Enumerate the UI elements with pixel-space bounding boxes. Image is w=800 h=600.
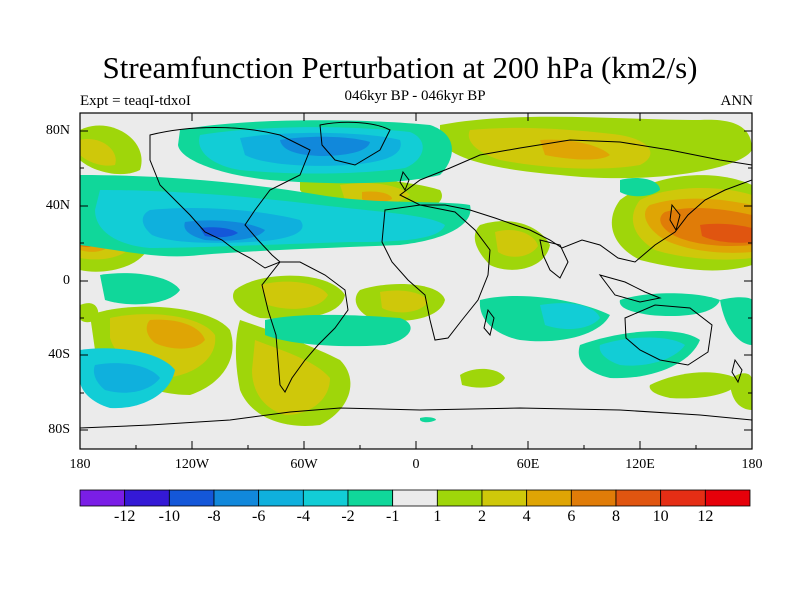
colorbar-label: 12: [697, 508, 714, 525]
colorbar-label: -4: [296, 508, 310, 525]
colorbar-label: 6: [567, 508, 576, 525]
colorbar-label: -10: [158, 508, 180, 525]
colorbar-swatch: [704, 489, 751, 507]
colorbar-swatch: [570, 489, 617, 507]
colorbar-label: 10: [652, 508, 669, 525]
lat-label-0: 0: [63, 273, 70, 288]
colorbar-swatch: [526, 489, 572, 507]
plot-title: Streamfunction Perturbation at 200 hPa (…: [102, 50, 698, 85]
lat-label-40s: 40S: [48, 347, 70, 362]
lon-label-120w: 120W: [174, 457, 210, 472]
colorbar-swatch: [79, 489, 126, 507]
lat-label-40n: 40N: [45, 198, 70, 213]
colorbar-swatch: [168, 489, 215, 507]
colorbar-swatch: [481, 489, 528, 507]
colorbar-swatch: [392, 489, 438, 507]
colorbar-label: -12: [113, 508, 136, 525]
season-label: ANN: [720, 93, 754, 109]
colorbar-label: -6: [251, 508, 266, 525]
lat-label-80n: 80N: [45, 123, 70, 138]
lon-label-60w: 60W: [290, 457, 318, 472]
colorbar-label: -2: [341, 508, 355, 525]
time-period-label: 046kyr BP - 046kyr BP: [344, 88, 486, 104]
colorbar-swatch: [258, 489, 304, 507]
coastlines: [80, 121, 752, 429]
colorbar-swatch: [615, 489, 662, 507]
lat-ticks: [80, 130, 752, 431]
colorbar-label: -1: [385, 508, 400, 525]
colorbar-swatch: [124, 489, 170, 507]
colorbar-swatch: [347, 489, 394, 507]
colorbar-swatch: [302, 489, 349, 507]
lon-ticks: [135, 113, 697, 449]
colorbar-swatch: [660, 489, 706, 507]
colorbar-label: 8: [612, 508, 620, 525]
colorbar-swatch: [213, 489, 260, 507]
colorbar-label: -8: [207, 508, 221, 525]
experiment-label: Expt = teaqI-tdxoI: [80, 93, 191, 109]
lat-label-80s: 80S: [48, 422, 70, 437]
colorbar-label: 4: [522, 508, 531, 525]
lon-label-120e: 120E: [625, 457, 655, 472]
colorbar-label: 1: [433, 508, 442, 525]
colorbar: [79, 489, 751, 507]
contour-field: [80, 113, 752, 449]
lon-label-0: 0: [412, 457, 420, 472]
lon-label-180e: 180: [741, 457, 763, 472]
lon-label-60e: 60E: [516, 457, 540, 472]
colorbar-swatch: [436, 489, 483, 507]
lon-label-180w: 180: [69, 457, 91, 472]
colorbar-label: 2: [478, 508, 486, 525]
